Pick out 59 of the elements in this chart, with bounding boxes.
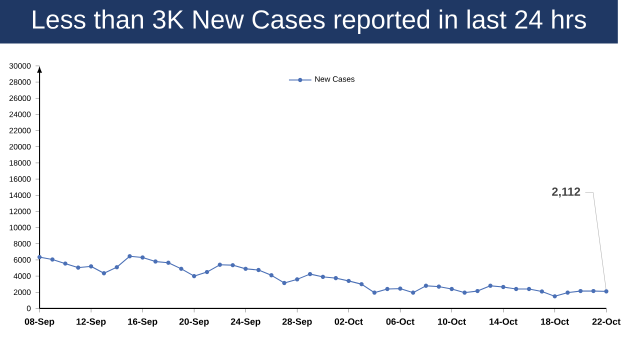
point — [128, 254, 132, 258]
point — [204, 270, 210, 274]
point — [578, 288, 583, 294]
point — [50, 257, 55, 262]
point — [462, 290, 467, 295]
point — [566, 290, 570, 295]
point — [88, 264, 94, 268]
point — [244, 266, 248, 271]
x-tick-label: 02-Oct — [334, 318, 363, 325]
point — [346, 278, 351, 284]
point — [308, 272, 312, 276]
point — [256, 268, 261, 272]
x-tick-label: 12-Sep — [76, 318, 106, 327]
x-tick-label: 06-Oct — [386, 318, 414, 325]
point — [76, 266, 80, 270]
annotation: 2,112 — [552, 187, 580, 198]
point — [514, 286, 518, 292]
point — [179, 266, 184, 271]
point — [63, 261, 68, 266]
x-tick-label: 08-Sep — [24, 318, 54, 327]
point — [114, 265, 119, 270]
point — [153, 259, 158, 264]
point — [410, 290, 416, 295]
point — [540, 289, 544, 294]
point — [591, 288, 596, 294]
point — [385, 286, 390, 292]
point — [436, 284, 441, 289]
point — [475, 288, 480, 294]
point — [359, 282, 364, 286]
x-tick-label: 24-Sep — [230, 318, 260, 327]
x-tick-label: 22-Oct — [592, 318, 621, 325]
x-tick-label: 14-Oct — [490, 318, 518, 325]
point — [334, 276, 338, 280]
point — [526, 286, 532, 292]
point — [604, 289, 608, 294]
x-tick-label: 20-Sep — [179, 318, 209, 327]
point — [102, 271, 106, 276]
x-tick-label: 16-Sep — [128, 318, 158, 327]
point — [501, 284, 506, 290]
point — [488, 284, 492, 288]
point — [166, 260, 170, 265]
point — [450, 286, 454, 292]
x-tick-label: 18-Oct — [541, 318, 569, 325]
x-tick-label: 10-Oct — [438, 318, 466, 325]
point — [320, 274, 326, 280]
point — [424, 284, 428, 288]
chart-title: Less than 3K New Cases reported in last 24 hrs — [32, 10, 586, 34]
point — [398, 286, 402, 291]
point — [140, 255, 145, 260]
point — [295, 277, 300, 282]
point — [552, 294, 557, 298]
point — [230, 263, 235, 268]
point — [192, 274, 196, 278]
point — [218, 262, 222, 267]
point — [282, 280, 286, 286]
point — [37, 254, 42, 260]
point — [269, 273, 274, 278]
point — [372, 290, 377, 295]
x-tick-label: 28-Sep — [282, 318, 312, 327]
